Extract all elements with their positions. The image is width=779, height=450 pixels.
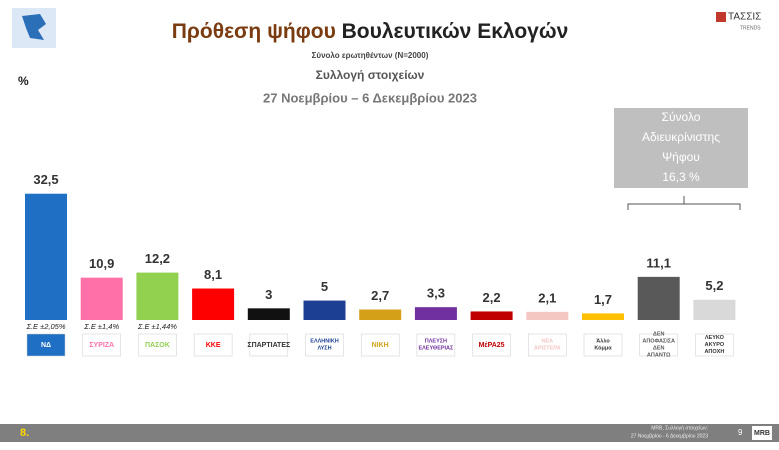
sample: Σύνολο ερωτηθέντων (Ν=2000) bbox=[312, 51, 429, 60]
x-tick-label: ΣΠΑΡΤΙΑΤΕΣ bbox=[247, 342, 290, 349]
bar bbox=[192, 288, 235, 320]
party-logo bbox=[583, 333, 623, 357]
value-label: 8,1 bbox=[204, 267, 222, 282]
x-tick-label: ΠΛΕΥΣΗ ΕΛΕΥΘΕΡΙΑΣ bbox=[418, 339, 454, 352]
brand-mark bbox=[716, 12, 726, 22]
bar bbox=[359, 309, 402, 320]
value-label: 5,2 bbox=[705, 278, 723, 293]
bar bbox=[247, 308, 290, 320]
brand-sub: TRENDS bbox=[740, 25, 761, 31]
bar bbox=[693, 299, 736, 320]
y-axis-label: % bbox=[18, 74, 29, 88]
x-tick-label: ΔΕΝ ΑΠΟΦΑΣΙΣΑ ΔΕΝ ΑΠΑΝΤΩ bbox=[642, 332, 675, 359]
chart-title: Πρόθεση ψήφου Βουλευτικών Εκλογών bbox=[172, 20, 569, 43]
value-label: 3,3 bbox=[427, 286, 445, 301]
bar bbox=[136, 272, 179, 320]
x-tick-label: ΝΕΑ ΑΡΙΣΤΕΡΑ bbox=[534, 339, 561, 352]
value-label: 1,7 bbox=[594, 292, 612, 307]
footer-source: MRB, Συλλογή στοιχείων: bbox=[651, 424, 708, 431]
value-label: 2,7 bbox=[371, 288, 389, 303]
party-logo bbox=[305, 333, 344, 357]
bar bbox=[526, 311, 569, 320]
bar bbox=[470, 311, 513, 320]
brand: ΤΑΣΣΙΣ bbox=[728, 12, 761, 23]
party-logo bbox=[695, 333, 734, 357]
annotation-line: Αδιευκρίνιστης bbox=[642, 130, 720, 144]
party-logo bbox=[193, 333, 233, 357]
bar bbox=[582, 313, 624, 320]
footer-page-left: 8. bbox=[20, 427, 29, 439]
party-logo bbox=[138, 333, 177, 357]
x-tick-label: ΜέΡΑ25 bbox=[479, 342, 505, 349]
footer-logo: MRB bbox=[754, 430, 770, 437]
party-logo bbox=[472, 333, 511, 357]
annotation-bracket bbox=[627, 196, 741, 210]
x-tick-label: ΝΙΚΗ bbox=[372, 342, 389, 349]
footer-page-number: 9 bbox=[738, 428, 743, 437]
bar bbox=[414, 307, 457, 320]
party-logo bbox=[26, 333, 66, 357]
bar bbox=[637, 276, 680, 320]
x-tick-label: ΝΔ bbox=[41, 342, 51, 349]
bar bbox=[25, 193, 67, 320]
footer-source-period: 27 Νοεμβρίου - 6 Δεκεμβρίου 2023 bbox=[631, 433, 708, 439]
annotation-line: Σύνολο bbox=[662, 110, 701, 124]
period: 27 Νοεμβρίου – 6 Δεκεμβρίου 2023 bbox=[263, 90, 477, 105]
party-logo bbox=[528, 333, 567, 357]
value-label: 10,9 bbox=[89, 256, 114, 271]
value-label: 3 bbox=[265, 287, 272, 302]
party-logo bbox=[82, 333, 121, 357]
bar bbox=[80, 277, 123, 320]
value-label: 12,2 bbox=[145, 251, 170, 266]
annotation-box bbox=[614, 108, 748, 188]
bar bbox=[303, 300, 346, 320]
x-tick-label: ΠΑΣΟΚ bbox=[145, 342, 170, 349]
value-label: 2,1 bbox=[538, 290, 556, 305]
value-label: 32,5 bbox=[33, 172, 58, 187]
value-label: 2,2 bbox=[483, 290, 501, 305]
x-tick-label: Άλλο Κόμμα bbox=[594, 339, 612, 352]
error-label: Σ.Ε ±2,05% bbox=[25, 322, 65, 331]
party-logo bbox=[360, 333, 400, 357]
collection: Συλλογή στοιχείων bbox=[316, 68, 425, 82]
x-tick-label: ΕΛΛΗΝΙΚΗ ΛΥΣΗ bbox=[310, 339, 338, 352]
party-logo bbox=[639, 333, 678, 357]
party-logo bbox=[416, 333, 456, 357]
x-tick-label: ΣΥΡΙΖΑ bbox=[89, 342, 114, 349]
value-label: 5 bbox=[321, 279, 328, 294]
map-shape bbox=[22, 14, 46, 40]
party-logo bbox=[249, 333, 289, 357]
error-label: Σ.Ε ±1,4% bbox=[83, 322, 119, 331]
error-label: Σ.Ε ±1,44% bbox=[137, 322, 177, 331]
x-tick-label: ΚΚΕ bbox=[206, 342, 221, 349]
annotation-line: 16,3 % bbox=[662, 170, 700, 184]
footer-bar bbox=[0, 424, 779, 442]
value-label: 11,1 bbox=[646, 255, 671, 270]
x-tick-label: ΛΕΥΚΟ ΑΚΥΡΟ ΑΠΟΧΗ bbox=[704, 335, 724, 355]
annotation-line: Ψήφου bbox=[662, 150, 700, 164]
footer-logo-box bbox=[752, 426, 772, 440]
